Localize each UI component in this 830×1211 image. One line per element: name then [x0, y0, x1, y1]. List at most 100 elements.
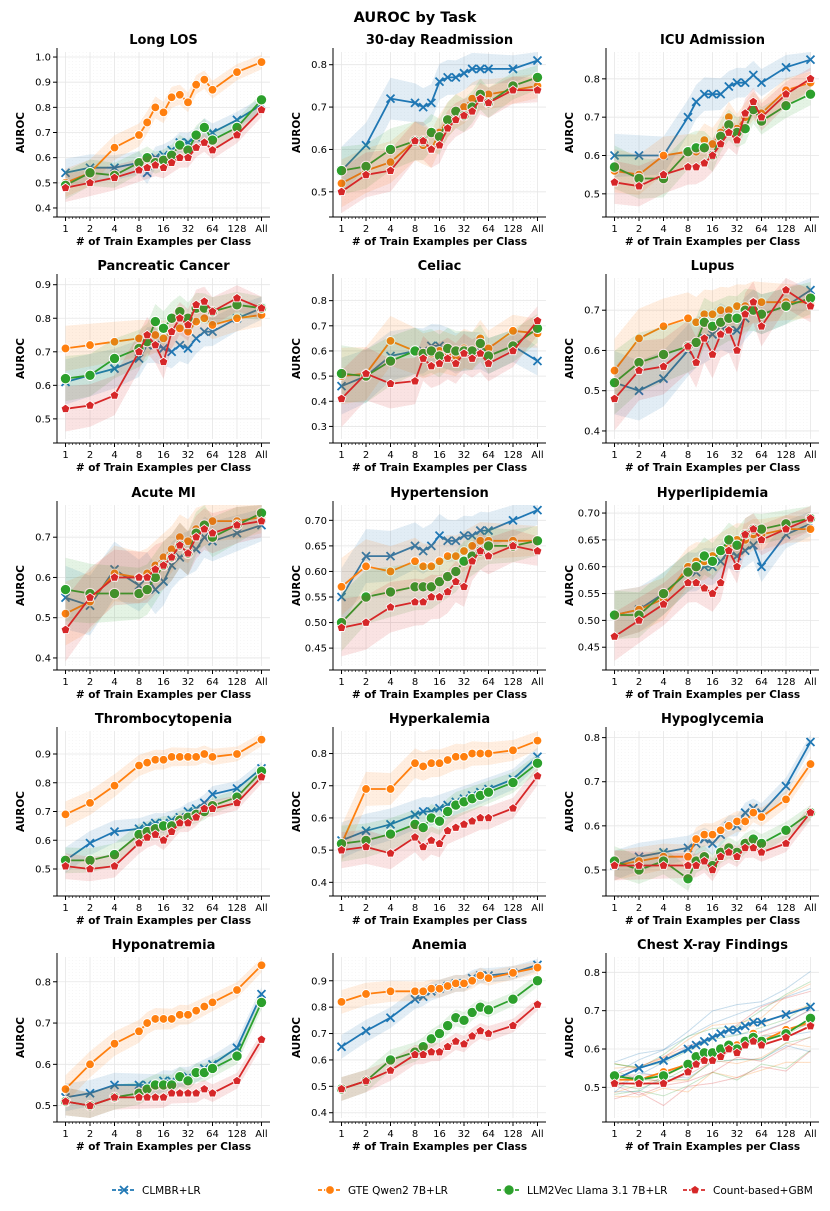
data-point-minor: [150, 754, 161, 765]
y-tick-label: 0.8: [584, 968, 600, 979]
error-band: [614, 734, 811, 881]
data-point: [385, 1065, 396, 1075]
data-point: [707, 1032, 718, 1043]
data-point: [781, 62, 791, 72]
y-ticks: 0.4 0.5 0.6 0.7: [584, 306, 606, 437]
series-clmbr-lr: [609, 52, 816, 178]
data-point: [683, 112, 693, 122]
data-point-minor: [166, 826, 177, 836]
legend-entry-llm2vec-llama-3-1-7b-lr: LLM2Vec Llama 3.1 7B+LR: [497, 1184, 667, 1197]
series-count-based-gbm: [609, 805, 816, 882]
y-tick-label: 0.5: [35, 178, 51, 189]
error-band: [65, 987, 262, 1112]
data-point-minor: [475, 525, 485, 536]
data-point: [683, 860, 693, 870]
series-count-based-gbm: [336, 766, 543, 870]
data-point-minor: [691, 1040, 701, 1050]
data-point: [532, 315, 543, 325]
y-tick-label: 0.7: [311, 781, 327, 792]
y-tick-label: 0.45: [578, 643, 600, 654]
y-axis-label: AUROC: [291, 1017, 303, 1058]
x-tick-label: 4: [387, 903, 393, 914]
data-point: [134, 346, 144, 356]
error-band: [65, 291, 262, 402]
data-point-minor: [715, 825, 726, 836]
data-point: [781, 524, 791, 534]
x-tick-label: 1: [338, 450, 344, 461]
data-point: [84, 369, 96, 381]
data-point: [384, 355, 397, 367]
y-axis-label: AUROC: [291, 565, 303, 606]
legend-label: Count-based+GBM: [713, 1185, 813, 1197]
data-point: [256, 1034, 267, 1044]
data-point: [109, 172, 120, 182]
data-point-minor: [715, 1051, 726, 1061]
x-tick-label: 16: [706, 224, 719, 235]
error-band: [341, 766, 538, 870]
data-point: [781, 781, 791, 791]
per-label-line: [614, 970, 811, 1063]
data-point-minor: [467, 531, 477, 541]
panel-acute-mi: 0.4 0.5 0.6 0.7 1 2 4 8 16 32 64 128 All Acute MI # of…: [15, 486, 270, 701]
x-ticks: 1 2 4 8 16 32 64 128 All: [338, 670, 544, 688]
data-point: [507, 993, 519, 1005]
x-tick-label: 16: [157, 450, 170, 461]
data-point: [207, 320, 218, 330]
y-tick-label: 0.6: [35, 836, 51, 847]
data-point-minor: [175, 340, 185, 350]
legend-label: LLM2Vec Llama 3.1 7B+LR: [527, 1185, 667, 1197]
data-point-minor: [199, 749, 210, 759]
x-tick-label: 16: [433, 450, 446, 461]
data-point: [508, 540, 518, 551]
series-count-based-gbm: [609, 278, 816, 431]
data-point: [459, 68, 469, 78]
data-point-minor: [166, 1088, 177, 1098]
data-point-minor: [748, 70, 758, 80]
data-point-minor: [174, 1088, 185, 1098]
data-point: [805, 513, 816, 523]
data-point: [385, 551, 396, 561]
panel-title: Thrombocytopenia: [95, 712, 232, 727]
y-tick-label: 0.4: [35, 203, 51, 214]
data-point: [532, 962, 543, 973]
error-band: [341, 958, 538, 1059]
data-point-minor: [150, 339, 161, 350]
data-point: [384, 828, 397, 840]
x-tick-label: 2: [87, 903, 93, 914]
data-point: [108, 352, 121, 365]
data-point: [532, 356, 543, 366]
data-point-minor: [475, 545, 486, 556]
data-point: [508, 1020, 518, 1030]
y-tick-label: 0.7: [584, 777, 600, 788]
data-point: [634, 150, 644, 161]
data-point: [483, 97, 494, 107]
y-tick-label: 0.4: [311, 397, 327, 408]
x-tick-label: 64: [755, 1129, 768, 1140]
data-point-minor: [191, 751, 202, 762]
data-point-minor: [467, 816, 478, 826]
data-point-minor: [141, 583, 153, 596]
data-point: [756, 1017, 767, 1027]
data-point-minor: [150, 160, 161, 170]
per-label-line: [614, 1050, 811, 1107]
data-point: [805, 807, 816, 817]
y-ticks: 0.4 0.5 0.6 0.7 0.8: [311, 749, 333, 889]
x-tick-label: All: [804, 903, 816, 914]
data-point: [434, 77, 445, 87]
data-point-minor: [418, 986, 429, 997]
data-point: [707, 829, 718, 840]
data-point: [683, 161, 693, 172]
data-point: [609, 631, 620, 641]
series-count-based-gbm: [336, 529, 543, 657]
x-tick-label: 64: [206, 224, 219, 235]
data-point: [232, 985, 242, 995]
data-point-minor: [740, 529, 751, 539]
legend-label: CLMBR+LR: [142, 1185, 201, 1197]
data-point: [609, 393, 620, 403]
y-axis-label: AUROC: [15, 565, 27, 606]
series-count-based-gbm: [60, 1032, 267, 1118]
x-tick-label: 16: [433, 224, 446, 235]
y-tick-label: 0.4: [311, 1108, 327, 1119]
data-point: [361, 617, 371, 627]
